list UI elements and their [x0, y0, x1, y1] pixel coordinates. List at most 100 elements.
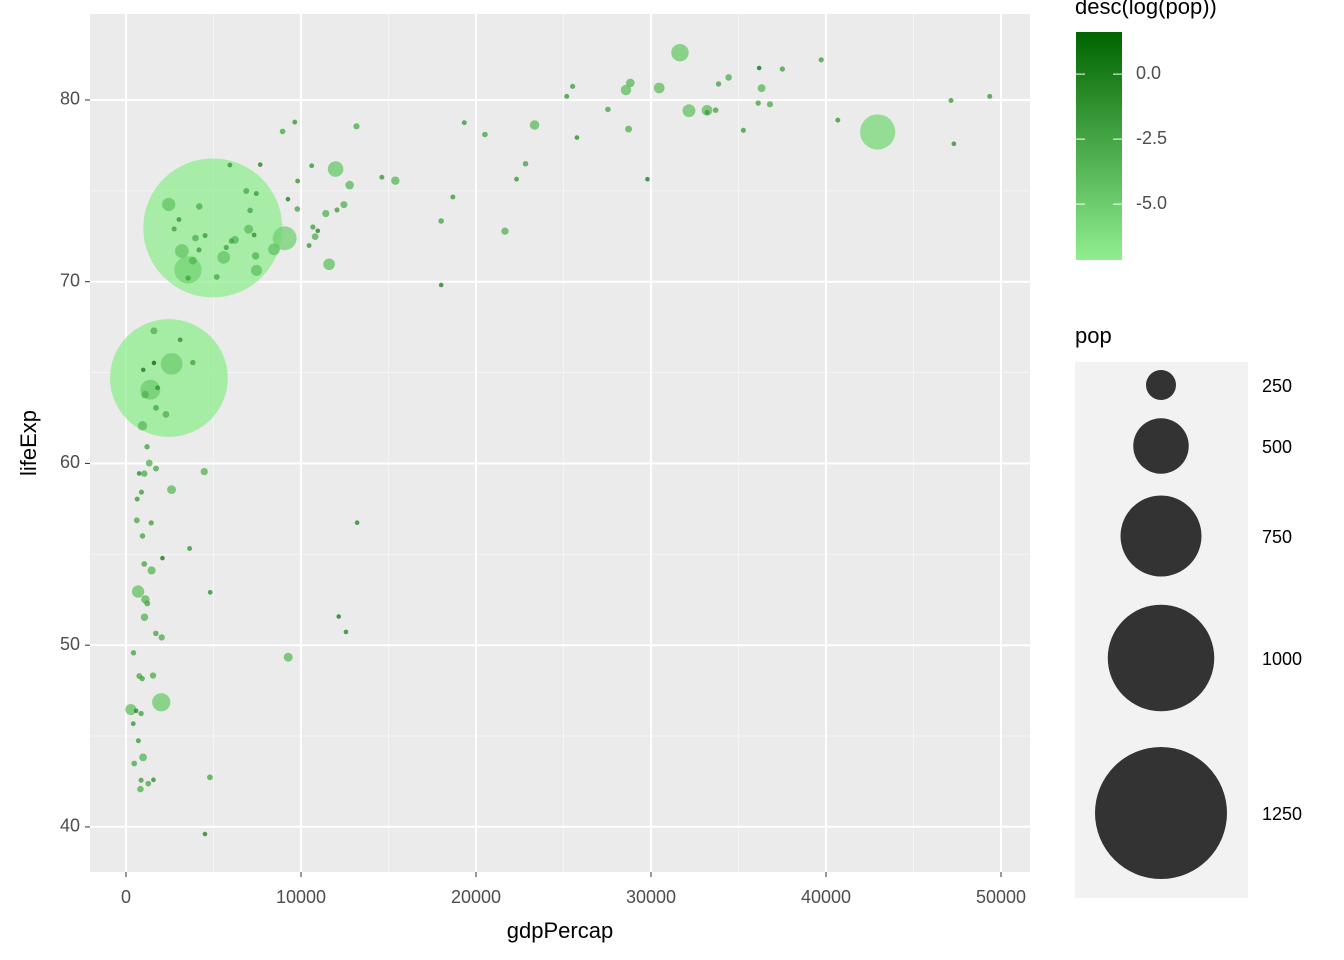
bubble [155, 385, 160, 391]
bubble [167, 485, 176, 495]
bubble [295, 178, 301, 184]
y-tick-label: 70 [60, 270, 80, 290]
y-tick-label: 80 [60, 89, 80, 109]
size-key [1133, 418, 1189, 474]
bubble [379, 174, 385, 180]
bubble [160, 555, 165, 561]
bubble [133, 708, 139, 714]
x-tick-label: 30000 [626, 887, 676, 907]
bubble [757, 84, 766, 93]
bubble [253, 191, 259, 197]
bubble [860, 114, 896, 150]
bubble [322, 209, 330, 218]
bubble [137, 421, 148, 431]
bubble [948, 98, 954, 103]
bubble [227, 162, 233, 168]
bubble [251, 232, 257, 238]
bubble [756, 65, 762, 71]
bubble [136, 471, 142, 476]
bubble [311, 233, 319, 241]
bubble [522, 160, 529, 167]
bubble [268, 243, 280, 256]
x-tick-label: 40000 [801, 887, 851, 907]
bubble [715, 81, 722, 87]
x-tick-label: 0 [121, 887, 131, 907]
size-key [1095, 747, 1227, 879]
bubble [645, 176, 650, 182]
bubble [153, 465, 159, 472]
bubble [141, 470, 148, 477]
bubble [196, 247, 202, 253]
bubble [187, 546, 193, 551]
bubble [135, 738, 141, 744]
bubble [529, 120, 540, 130]
bubble [192, 234, 199, 242]
bubble [130, 721, 136, 727]
bubble [171, 226, 177, 232]
bubble [134, 496, 140, 502]
bubble [251, 252, 260, 260]
x-axis-title: gdpPercap [507, 918, 613, 943]
bubble [818, 57, 824, 63]
bubble [354, 520, 360, 526]
bubble [207, 774, 213, 781]
size-label: 1000 [1262, 649, 1302, 669]
bubble [272, 226, 297, 251]
x-tick-label: 20000 [451, 887, 501, 907]
bubble [294, 206, 301, 212]
bubble [140, 613, 149, 621]
bubble [951, 141, 957, 147]
size-label: 1250 [1262, 804, 1302, 824]
bubble [835, 117, 841, 123]
bubble [174, 244, 189, 258]
bubble [343, 629, 349, 635]
bubble [306, 243, 312, 248]
y-tick-label: 50 [60, 634, 80, 654]
bubble [143, 158, 283, 298]
size-key [1120, 495, 1202, 577]
bubble [625, 125, 632, 133]
size-legend-title: pop [1075, 323, 1112, 348]
bubble [257, 162, 263, 167]
bubble [131, 585, 145, 598]
bubble [653, 82, 665, 94]
bubble [200, 467, 208, 476]
y-axis-title: lifeExp [16, 410, 41, 476]
y-tick-label: 40 [60, 816, 80, 836]
y-tick-label: 60 [60, 452, 80, 472]
bubble [147, 566, 156, 575]
size-key [1107, 604, 1215, 712]
bubble [247, 207, 253, 214]
bubble [323, 258, 335, 271]
size-label: 500 [1262, 437, 1292, 457]
bubble [207, 589, 213, 595]
bubble [139, 753, 147, 762]
colorbar-label: 0.0 [1136, 63, 1161, 83]
bubble [202, 232, 208, 239]
bubble [138, 710, 144, 717]
bubble [223, 244, 229, 251]
bubble [682, 104, 696, 118]
bubble [755, 100, 761, 106]
bubble [570, 83, 576, 89]
bubble [160, 352, 183, 375]
bubble [228, 238, 235, 244]
bubble [740, 127, 746, 133]
size-label: 750 [1262, 527, 1292, 547]
bubble [704, 109, 710, 116]
colorbar-label: -2.5 [1136, 128, 1167, 148]
bubble [217, 251, 231, 264]
bubble [336, 614, 341, 619]
bubble [501, 227, 509, 235]
bubble [334, 207, 340, 213]
bubble [162, 410, 170, 418]
bubble [605, 106, 611, 113]
size-key [1146, 370, 1176, 400]
bubble [987, 93, 993, 99]
bubble [779, 66, 785, 72]
bubble [213, 274, 220, 280]
bubble [148, 520, 154, 526]
bubble [574, 135, 580, 140]
bubble [137, 785, 144, 793]
